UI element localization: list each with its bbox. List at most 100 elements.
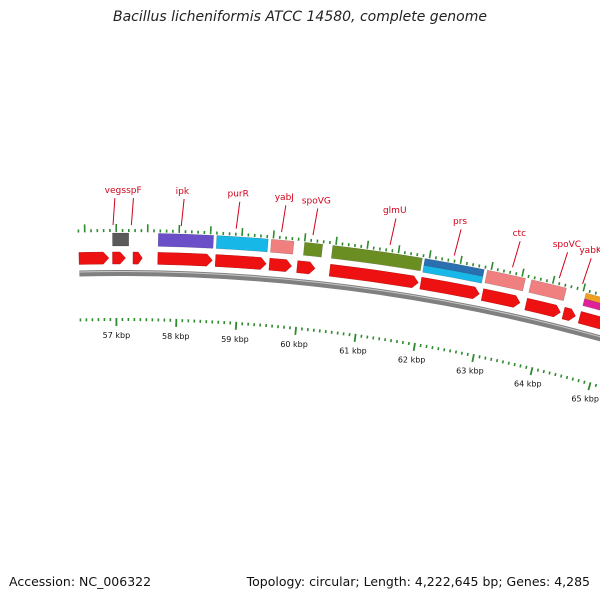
upper-tick bbox=[272, 230, 275, 239]
minor-tick bbox=[571, 377, 574, 381]
feature-block bbox=[484, 269, 526, 292]
upper-tick bbox=[484, 265, 487, 269]
feature-block bbox=[331, 245, 423, 272]
upper-tick bbox=[564, 283, 567, 287]
major-tick bbox=[353, 333, 357, 342]
tick-label: 57 kbp bbox=[103, 331, 131, 340]
feature-block bbox=[422, 265, 484, 284]
gene-label-spoVG: spoVG bbox=[302, 196, 331, 206]
accession-label: Accession: NC_006322 bbox=[9, 574, 152, 589]
minor-tick bbox=[466, 352, 469, 357]
minor-tick bbox=[560, 374, 563, 378]
gene-leader-line bbox=[512, 241, 521, 268]
upper-tick bbox=[570, 285, 573, 289]
cds-arrow bbox=[561, 307, 576, 321]
cds-arrow bbox=[296, 260, 316, 275]
upper-tick bbox=[335, 236, 338, 245]
upper-tick bbox=[496, 268, 499, 272]
minor-tick bbox=[484, 356, 487, 360]
cds-arrow bbox=[328, 264, 419, 288]
feature-block bbox=[303, 242, 324, 258]
gene-leader-line bbox=[235, 201, 241, 229]
minor-tick bbox=[594, 383, 598, 388]
cds-arrow bbox=[524, 298, 561, 318]
upper-tick bbox=[594, 291, 597, 295]
minor-tick bbox=[449, 349, 452, 353]
tick-label: 64 kbp bbox=[514, 380, 542, 389]
upper-tick bbox=[509, 270, 512, 274]
minor-tick bbox=[431, 345, 434, 350]
gene-leader-line bbox=[312, 208, 319, 236]
minor-tick bbox=[577, 378, 580, 383]
minor-tick bbox=[513, 362, 516, 367]
upper-tick bbox=[465, 261, 468, 266]
gene-label-ctc: ctc bbox=[513, 229, 526, 239]
cds-arrow bbox=[112, 251, 126, 265]
tick-label: 63 kbp bbox=[456, 367, 484, 376]
upper-tick bbox=[588, 289, 591, 294]
minor-tick bbox=[536, 368, 540, 372]
cds-arrow bbox=[419, 276, 480, 299]
upper-tick bbox=[539, 277, 542, 281]
gene-label-glmU: glmU bbox=[383, 206, 407, 216]
cds-arrow bbox=[78, 251, 110, 265]
gene-labels: veg sspF ipk purR yabJ spoVG glmU prs ctc spoVCya… bbox=[105, 186, 600, 285]
minor-tick bbox=[490, 357, 493, 361]
minor-tick bbox=[454, 350, 458, 354]
gene-label-purR: purR bbox=[228, 190, 249, 200]
tick-label: 61 kbp bbox=[339, 347, 367, 356]
gene-leader-line bbox=[281, 205, 287, 233]
upper-tick bbox=[478, 264, 481, 268]
minor-tick bbox=[548, 371, 551, 375]
upper-tick bbox=[434, 256, 437, 260]
gene-label-veg: veg bbox=[105, 186, 122, 196]
tick-label: 58 kbp bbox=[162, 332, 190, 341]
upper-tick bbox=[551, 275, 556, 284]
gene-label-yabK: yabK bbox=[579, 246, 600, 256]
major-tick bbox=[587, 382, 592, 391]
scale-tick-track bbox=[79, 318, 598, 391]
minor-tick bbox=[437, 347, 440, 351]
tick-label: 59 kbp bbox=[221, 335, 249, 344]
minor-tick bbox=[495, 358, 499, 363]
cds-arrow bbox=[132, 251, 143, 265]
upper-tick bbox=[515, 272, 518, 276]
cds-arrow bbox=[577, 311, 600, 330]
minor-tick bbox=[525, 365, 528, 369]
cds-track bbox=[78, 251, 600, 330]
minor-tick bbox=[519, 364, 522, 368]
gene-label-ipk: ipk bbox=[176, 187, 190, 197]
upper-tick bbox=[459, 255, 463, 264]
major-tick bbox=[529, 367, 534, 376]
cds-arrow bbox=[157, 252, 213, 267]
gene-label-prs: prs bbox=[453, 217, 467, 227]
upper-tick bbox=[453, 259, 456, 263]
gene-leader-line bbox=[130, 198, 134, 226]
upper-tick bbox=[527, 274, 530, 279]
gene-label-sspF: sspF bbox=[121, 186, 141, 196]
gene-leader-line bbox=[180, 199, 185, 227]
feature-block bbox=[270, 238, 295, 255]
feature-block bbox=[112, 232, 130, 247]
gene-leader-line bbox=[453, 229, 462, 256]
minor-tick bbox=[507, 361, 510, 365]
upper-tick-track bbox=[77, 224, 597, 295]
cds-arrow bbox=[480, 288, 521, 308]
upper-tick bbox=[533, 276, 536, 280]
upper-tick bbox=[582, 283, 587, 292]
minor-tick bbox=[554, 372, 557, 377]
minor-tick bbox=[425, 344, 428, 349]
feature-block bbox=[528, 279, 567, 302]
upper-tick bbox=[558, 282, 561, 286]
upper-tick bbox=[576, 286, 579, 290]
minor-tick bbox=[501, 360, 505, 364]
upper-tick bbox=[447, 258, 450, 262]
cds-arrow bbox=[214, 254, 267, 270]
upper-tick bbox=[502, 269, 506, 273]
scale-tick-labels: 57 kbp 58 kbp 59 kbp 60 kbp 61 kbp 62 kbp 63 k… bbox=[103, 331, 599, 404]
feature-block bbox=[582, 298, 600, 311]
gene-leader-line bbox=[389, 218, 397, 245]
upper-tick bbox=[366, 240, 370, 249]
upper-tick bbox=[428, 250, 432, 259]
genome-summary: Topology: circular; Length: 4,222,645 bp… bbox=[246, 574, 590, 589]
